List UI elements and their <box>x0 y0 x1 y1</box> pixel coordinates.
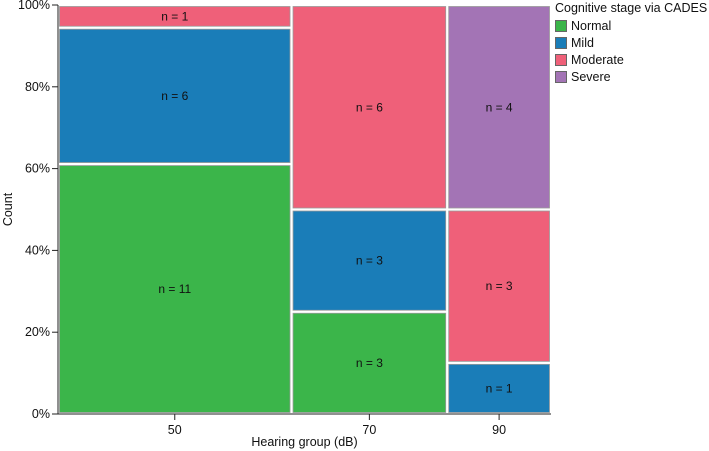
legend-swatch-mild <box>555 37 567 49</box>
y-tick-label-4: 80% <box>25 80 50 94</box>
legend-label-severe: Severe <box>571 70 611 84</box>
legend-label-moderate: Moderate <box>571 53 624 67</box>
y-tick-label-0: 0% <box>32 407 50 421</box>
tile-90-moderate <box>448 210 550 362</box>
legend-swatch-normal <box>555 20 567 32</box>
tile-90-severe <box>448 6 550 209</box>
tile-90-mild <box>448 363 550 413</box>
tile-label-70-moderate: n = 6 <box>356 100 383 114</box>
tile-label-50-mild: n = 6 <box>161 89 188 103</box>
legend-title: Cognitive stage via CADES <box>555 1 708 15</box>
tile-label-90-moderate: n = 3 <box>486 279 513 293</box>
legend-label-mild: Mild <box>571 36 594 50</box>
y-tick-label-2: 40% <box>25 243 50 257</box>
legend-item-mild: Mild <box>555 35 707 51</box>
y-tick-label-1: 20% <box>25 325 50 339</box>
legend-item-severe: Severe <box>555 69 707 85</box>
y-tick-label-3: 60% <box>25 162 50 176</box>
x-axis-title: Hearing group (dB) <box>251 435 357 449</box>
legend-item-normal: Normal <box>555 18 707 34</box>
tile-label-70-normal: n = 3 <box>356 356 383 370</box>
legend: Cognitive stage via CADES Normal Mild Mo… <box>555 1 707 86</box>
tile-50-normal <box>59 165 291 413</box>
tile-label-90-mild: n = 1 <box>486 381 513 395</box>
y-tick-label-5: 100% <box>18 0 50 12</box>
tile-label-50-normal: n = 11 <box>158 282 191 296</box>
legend-label-normal: Normal <box>571 19 612 33</box>
tile-label-70-mild: n = 3 <box>356 254 383 268</box>
y-axis-title: Count <box>1 192 15 226</box>
tile-70-moderate <box>292 6 447 209</box>
x-tick-label-70: 70 <box>362 423 376 437</box>
tile-70-mild <box>292 210 447 311</box>
tile-50-mild <box>59 28 291 163</box>
tile-label-50-moderate: n = 1 <box>161 9 188 23</box>
x-tick-label-50: 50 <box>168 423 182 437</box>
legend-item-moderate: Moderate <box>555 52 707 68</box>
tile-50-moderate <box>59 6 291 27</box>
legend-swatch-severe <box>555 71 567 83</box>
tile-label-90-severe: n = 4 <box>486 100 513 114</box>
tile-70-normal <box>292 312 447 413</box>
legend-swatch-moderate <box>555 54 567 66</box>
x-tick-label-90: 90 <box>492 423 506 437</box>
